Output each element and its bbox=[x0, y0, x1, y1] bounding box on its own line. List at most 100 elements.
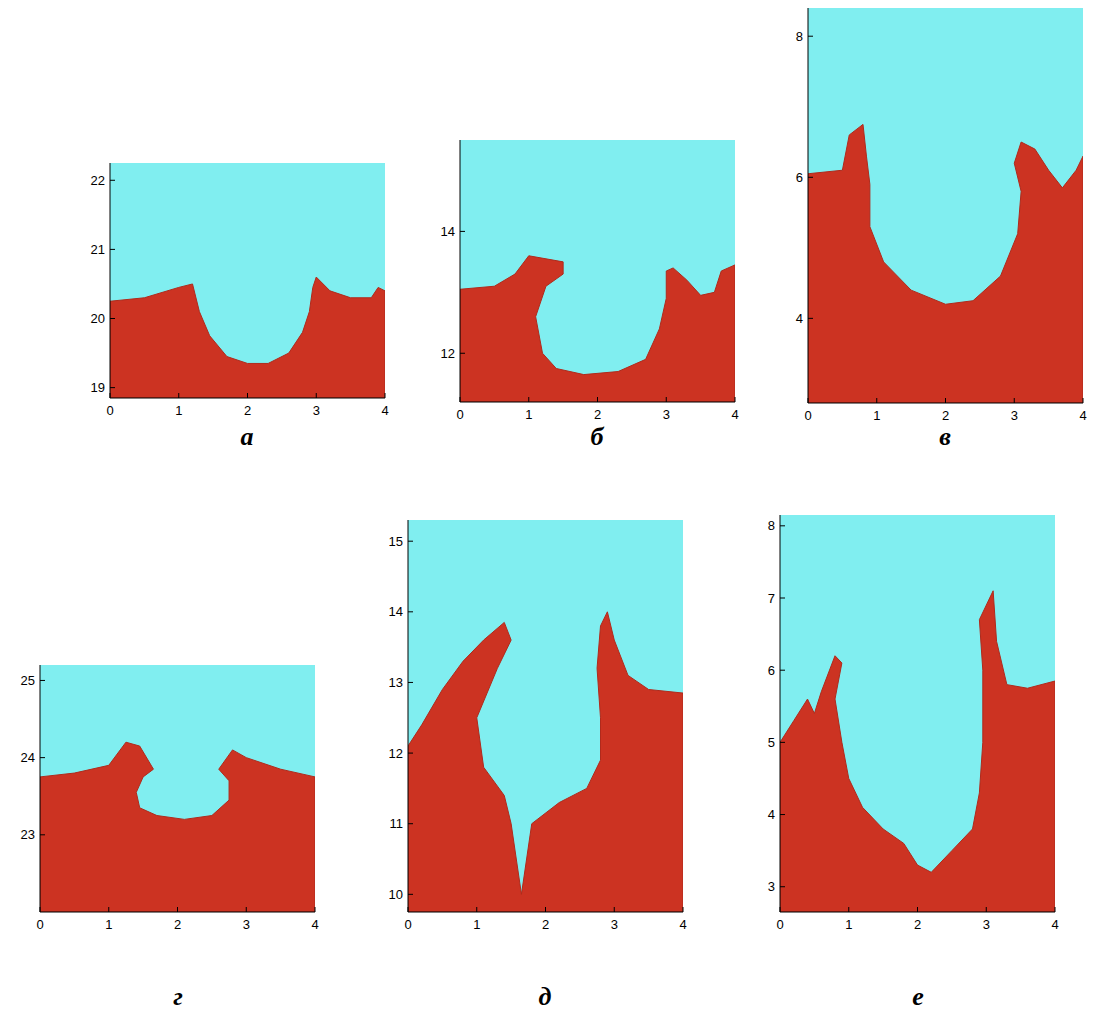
x-tick-label: 3 bbox=[313, 403, 320, 418]
panel-letter: в bbox=[939, 422, 951, 451]
material-region bbox=[408, 612, 683, 912]
y-tick-label: 6 bbox=[768, 663, 775, 678]
panel: 01234101112131415д bbox=[389, 520, 687, 1011]
x-tick bbox=[666, 397, 667, 402]
x-tick-label: 4 bbox=[1051, 917, 1058, 932]
x-tick bbox=[1014, 398, 1015, 403]
x-tick-label: 3 bbox=[983, 917, 990, 932]
x-tick bbox=[917, 907, 918, 912]
x-tick-label: 0 bbox=[456, 407, 463, 422]
x-tick bbox=[1083, 398, 1084, 403]
y-tick bbox=[808, 36, 813, 37]
y-tick bbox=[808, 318, 813, 319]
y-tick-label: 4 bbox=[796, 311, 803, 326]
plot-background bbox=[460, 140, 735, 402]
x-tick-label: 0 bbox=[36, 917, 43, 932]
y-tick bbox=[460, 231, 465, 232]
y-axis bbox=[408, 520, 409, 912]
x-tick-label: 4 bbox=[679, 917, 686, 932]
y-axis bbox=[808, 8, 809, 403]
y-tick bbox=[40, 834, 45, 835]
y-tick bbox=[40, 680, 45, 681]
y-tick bbox=[110, 318, 115, 319]
panel-letter: б bbox=[591, 422, 605, 451]
x-tick bbox=[246, 907, 247, 912]
data-layer bbox=[408, 612, 683, 912]
x-tick bbox=[108, 907, 109, 912]
x-tick bbox=[177, 907, 178, 912]
x-tick-label: 2 bbox=[244, 403, 251, 418]
x-tick bbox=[178, 393, 179, 398]
x-tick bbox=[808, 398, 809, 403]
plot-background bbox=[40, 665, 315, 912]
x-tick bbox=[683, 907, 684, 912]
x-tick-label: 3 bbox=[243, 917, 250, 932]
material-region bbox=[460, 256, 735, 402]
y-axis bbox=[460, 140, 461, 402]
data-layer bbox=[460, 256, 735, 402]
x-tick-label: 1 bbox=[105, 917, 112, 932]
y-tick bbox=[808, 177, 813, 178]
material-region bbox=[110, 277, 385, 398]
y-tick-label: 23 bbox=[21, 827, 35, 842]
x-tick-label: 2 bbox=[594, 407, 601, 422]
y-tick bbox=[408, 894, 413, 895]
plot-background bbox=[808, 8, 1083, 403]
x-tick bbox=[597, 397, 598, 402]
y-tick-label: 4 bbox=[768, 807, 775, 822]
y-tick bbox=[408, 682, 413, 683]
y-tick bbox=[780, 886, 785, 887]
x-tick bbox=[780, 907, 781, 912]
y-tick-label: 5 bbox=[768, 735, 775, 750]
panel-letter: е bbox=[912, 982, 924, 1011]
x-tick-label: 1 bbox=[473, 917, 480, 932]
y-tick bbox=[460, 353, 465, 354]
x-tick bbox=[476, 907, 477, 912]
x-tick-label: 0 bbox=[776, 917, 783, 932]
y-tick bbox=[408, 823, 413, 824]
x-tick bbox=[460, 397, 461, 402]
x-tick bbox=[247, 393, 248, 398]
x-tick bbox=[876, 398, 877, 403]
panel-letter: а bbox=[241, 422, 254, 451]
panel: 0123419202122а bbox=[91, 163, 389, 451]
x-tick bbox=[848, 907, 849, 912]
x-tick bbox=[315, 907, 316, 912]
y-tick-label: 8 bbox=[768, 518, 775, 533]
x-tick bbox=[316, 393, 317, 398]
x-tick-label: 0 bbox=[106, 403, 113, 418]
y-tick-label: 14 bbox=[441, 224, 455, 239]
x-tick-label: 0 bbox=[804, 408, 811, 423]
figure: 0123419202122а012341214б01234468в0123423… bbox=[0, 0, 1113, 1029]
x-tick-label: 3 bbox=[1011, 408, 1018, 423]
x-tick bbox=[614, 907, 615, 912]
x-tick-label: 1 bbox=[873, 408, 880, 423]
panel: 012341214б bbox=[441, 140, 739, 451]
x-tick bbox=[1055, 907, 1056, 912]
material-region bbox=[40, 742, 315, 912]
x-tick-label: 4 bbox=[1079, 408, 1086, 423]
y-tick-label: 12 bbox=[441, 346, 455, 361]
y-tick bbox=[110, 180, 115, 181]
x-tick-label: 4 bbox=[311, 917, 318, 932]
y-tick-label: 15 bbox=[389, 534, 403, 549]
y-axis bbox=[110, 163, 111, 398]
x-tick bbox=[110, 393, 111, 398]
y-tick bbox=[110, 387, 115, 388]
data-layer bbox=[40, 742, 315, 912]
x-tick-label: 2 bbox=[174, 917, 181, 932]
y-tick bbox=[110, 249, 115, 250]
y-tick-label: 25 bbox=[21, 673, 35, 688]
x-tick bbox=[945, 398, 946, 403]
y-tick bbox=[408, 541, 413, 542]
y-tick bbox=[408, 753, 413, 754]
plot-background bbox=[780, 515, 1055, 912]
plot-background bbox=[110, 163, 385, 398]
panel: 01234468в bbox=[796, 8, 1087, 451]
y-tick-label: 21 bbox=[91, 242, 105, 257]
y-tick-label: 8 bbox=[796, 29, 803, 44]
y-tick bbox=[780, 598, 785, 599]
x-tick bbox=[528, 397, 529, 402]
x-tick bbox=[40, 907, 41, 912]
data-layer bbox=[808, 124, 1083, 403]
